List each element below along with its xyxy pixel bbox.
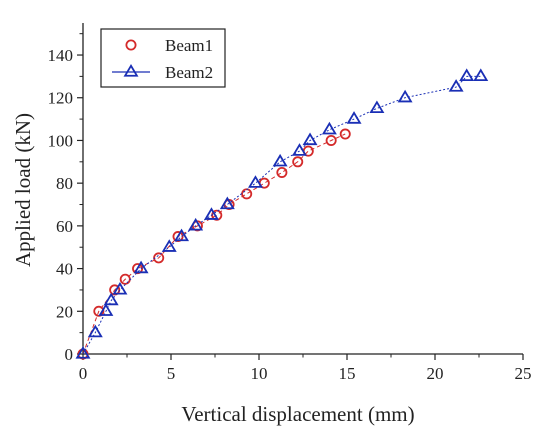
point-beam2-18 — [397, 89, 413, 103]
y-tick-label-5: 100 — [48, 131, 74, 150]
y-tick-label-7: 140 — [48, 46, 74, 65]
x-axis-title: Vertical displacement (mm) — [181, 402, 414, 426]
legend-marker-beam2 — [123, 64, 139, 77]
series-line-beam2 — [82, 75, 481, 355]
x-tick-label-2: 10 — [251, 364, 268, 383]
point-beam2-9 — [204, 207, 219, 220]
y-tick-label-3: 60 — [56, 217, 73, 236]
legend-box — [100, 28, 226, 88]
point-beam2-13 — [292, 143, 307, 156]
point-beam2-7 — [174, 228, 190, 242]
y-tick-label-1: 20 — [56, 302, 73, 321]
point-beam1-15 — [325, 134, 337, 146]
x-tick-label-1: 5 — [167, 364, 176, 383]
x-tick-label-4: 20 — [427, 364, 444, 383]
x-tick-label-5: 25 — [515, 364, 532, 383]
point-beam1-10 — [241, 188, 253, 200]
point-beam2-12 — [272, 153, 288, 167]
point-beam1-16 — [339, 128, 351, 140]
axes: 0 5 10 15 20 25 0 20 40 60 80 100 120 140 — [48, 23, 532, 383]
x-tick-label-0: 0 — [79, 364, 88, 383]
point-beam2-11 — [248, 175, 263, 188]
point-beam2-3 — [103, 292, 119, 306]
point-beam2-5 — [133, 260, 149, 274]
point-beam2-14 — [302, 132, 318, 146]
point-beam2-17 — [369, 100, 385, 114]
series-layer — [75, 68, 489, 360]
legend-marker-beam1 — [125, 39, 137, 51]
point-beam2-21 — [473, 68, 489, 82]
point-beam2-2 — [98, 303, 114, 316]
series-line-beam1 — [82, 133, 346, 355]
y-tick-label-6: 120 — [48, 89, 74, 108]
legend-label-beam2: Beam2 — [165, 63, 213, 82]
point-beam1-13 — [292, 156, 304, 168]
x-tick-label-3: 15 — [339, 364, 356, 383]
point-beam1-12 — [276, 166, 288, 178]
point-beam2-20 — [459, 68, 475, 82]
point-beam2-8 — [188, 217, 204, 231]
point-beam2-6 — [161, 239, 177, 252]
point-beam2-16 — [346, 111, 362, 124]
point-beam2-15 — [321, 121, 337, 135]
point-beam2-19 — [448, 79, 464, 92]
y-tick-label-2: 40 — [56, 260, 73, 279]
point-beam2-1 — [87, 324, 103, 338]
legend-label-beam1: Beam1 — [165, 36, 213, 55]
point-beam1-5 — [153, 252, 165, 264]
legend: Beam1 Beam2 — [100, 28, 226, 88]
y-axis-title: Applied load (kN) — [11, 113, 35, 267]
point-beam2-4 — [112, 281, 128, 295]
series-beam1 — [77, 128, 351, 360]
point-beam2-0 — [75, 346, 91, 359]
y-tick-label-4: 80 — [56, 174, 73, 193]
y-tick-label-0: 0 — [65, 345, 74, 364]
series-beam2 — [75, 68, 489, 359]
point-beam2-10 — [219, 196, 235, 210]
